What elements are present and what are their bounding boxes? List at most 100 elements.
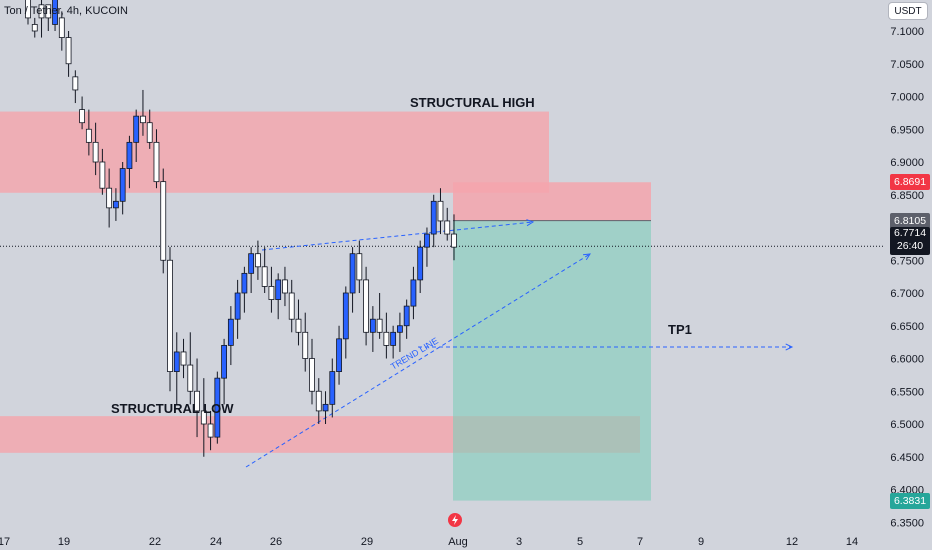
candle-body bbox=[106, 187, 113, 209]
candle[interactable] bbox=[383, 312, 390, 359]
candle[interactable] bbox=[322, 391, 329, 424]
candle[interactable] bbox=[99, 148, 106, 195]
candle-body bbox=[65, 37, 72, 65]
candle[interactable] bbox=[200, 378, 207, 457]
candle[interactable] bbox=[349, 247, 356, 313]
x-tick-label: 3 bbox=[516, 536, 522, 548]
candle[interactable] bbox=[79, 96, 85, 130]
target-price-tag: 6.3831 bbox=[890, 492, 930, 509]
candle[interactable] bbox=[288, 279, 295, 333]
candle[interactable] bbox=[65, 31, 72, 77]
candle-body bbox=[214, 377, 221, 438]
candle[interactable] bbox=[397, 312, 403, 352]
candle[interactable] bbox=[437, 188, 444, 235]
candle[interactable] bbox=[451, 214, 457, 261]
candle[interactable] bbox=[282, 266, 288, 307]
candle[interactable] bbox=[52, 0, 58, 31]
candle[interactable] bbox=[363, 266, 369, 346]
structural-high-label: STRUCTURAL HIGH bbox=[410, 95, 535, 110]
candle[interactable] bbox=[207, 410, 214, 451]
trend-line[interactable] bbox=[245, 253, 591, 468]
candle[interactable] bbox=[119, 162, 126, 215]
candle-body bbox=[133, 115, 140, 143]
candle[interactable] bbox=[214, 371, 221, 444]
candle[interactable] bbox=[31, 17, 38, 38]
candle[interactable] bbox=[309, 338, 315, 405]
structural-high-zone[interactable] bbox=[0, 111, 549, 193]
candle-body bbox=[329, 371, 336, 405]
candle[interactable] bbox=[85, 109, 92, 156]
candle[interactable] bbox=[25, 0, 31, 25]
candle-body bbox=[160, 181, 167, 261]
candle[interactable] bbox=[302, 312, 309, 372]
candle-body bbox=[255, 253, 261, 268]
candle[interactable] bbox=[160, 168, 167, 274]
candle[interactable] bbox=[268, 266, 275, 313]
candle[interactable] bbox=[369, 306, 376, 352]
x-tick-label: 26 bbox=[270, 536, 282, 548]
candle-body bbox=[72, 76, 79, 91]
candle[interactable] bbox=[403, 299, 410, 339]
candle[interactable] bbox=[234, 279, 241, 339]
candle[interactable] bbox=[336, 325, 342, 385]
candle[interactable] bbox=[227, 306, 234, 366]
candle[interactable] bbox=[187, 332, 194, 405]
candle[interactable] bbox=[248, 247, 255, 293]
candle[interactable] bbox=[295, 299, 302, 346]
candle-body bbox=[146, 122, 153, 143]
candle[interactable] bbox=[113, 188, 119, 221]
candle[interactable] bbox=[329, 358, 336, 418]
candle[interactable] bbox=[58, 11, 65, 51]
candle-body bbox=[31, 24, 38, 32]
candle-body bbox=[153, 141, 160, 183]
candle-body bbox=[167, 259, 173, 372]
candle[interactable] bbox=[255, 240, 261, 280]
candle[interactable] bbox=[194, 358, 200, 438]
candle[interactable] bbox=[390, 325, 397, 359]
candle-body bbox=[92, 141, 99, 163]
stop-loss-area[interactable] bbox=[453, 182, 651, 221]
candle[interactable] bbox=[167, 247, 173, 392]
candle[interactable] bbox=[140, 89, 146, 136]
candle[interactable] bbox=[221, 338, 227, 405]
candle[interactable] bbox=[261, 247, 268, 293]
symbol-title[interactable]: Ton / Tether, 4h, KUCOIN bbox=[4, 5, 128, 17]
candle[interactable] bbox=[173, 332, 180, 405]
candle[interactable] bbox=[376, 293, 383, 339]
candle[interactable] bbox=[106, 168, 113, 228]
candle[interactable] bbox=[72, 70, 79, 104]
candle[interactable] bbox=[410, 266, 417, 320]
upper-trend-line[interactable] bbox=[261, 221, 534, 251]
candle[interactable] bbox=[444, 207, 451, 241]
candle-body bbox=[430, 200, 437, 235]
candle[interactable] bbox=[153, 129, 160, 189]
lightning-icon[interactable] bbox=[448, 513, 462, 527]
candle[interactable] bbox=[241, 266, 248, 313]
x-tick-label: 19 bbox=[58, 536, 70, 548]
currency-unit-button[interactable]: USDT bbox=[888, 2, 928, 20]
candle[interactable] bbox=[417, 240, 424, 293]
candle-body bbox=[45, 4, 52, 19]
candle[interactable] bbox=[315, 378, 322, 424]
candle[interactable] bbox=[275, 273, 282, 320]
candle[interactable] bbox=[342, 286, 349, 359]
candle[interactable] bbox=[424, 227, 430, 267]
candle[interactable] bbox=[133, 109, 140, 162]
candle[interactable] bbox=[92, 122, 99, 176]
candle[interactable] bbox=[356, 240, 363, 293]
x-tick-label: 9 bbox=[698, 536, 704, 548]
candle[interactable] bbox=[430, 194, 437, 248]
candle[interactable] bbox=[45, 4, 52, 31]
candle-countdown: 26:40 bbox=[896, 239, 924, 252]
candle[interactable] bbox=[126, 135, 133, 189]
candle-body bbox=[58, 17, 65, 38]
y-tick-label: 6.9000 bbox=[890, 157, 924, 169]
candle[interactable] bbox=[180, 338, 187, 379]
candle[interactable] bbox=[146, 109, 153, 149]
take-profit-area[interactable] bbox=[453, 220, 651, 501]
candle-body bbox=[85, 128, 92, 143]
candle-body bbox=[99, 161, 106, 189]
candle[interactable] bbox=[38, 0, 45, 38]
